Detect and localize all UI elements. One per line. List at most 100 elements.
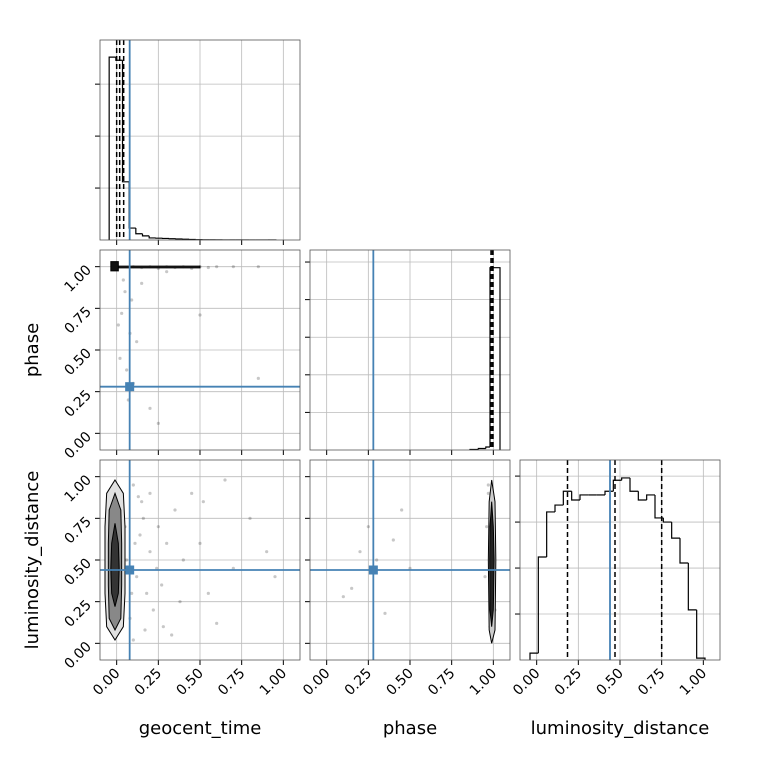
sample-point (135, 575, 139, 579)
sample-point (125, 558, 129, 562)
histogram-step (554, 504, 564, 512)
sample-point (133, 541, 137, 545)
sample-point (136, 495, 140, 499)
x-tick-label: 0.50 (383, 666, 416, 699)
sample-point (145, 591, 149, 595)
histogram-step (562, 490, 572, 506)
y-tick-label: 1.00 (61, 262, 94, 295)
x-axis-label: phase (383, 718, 437, 739)
sample-point (148, 406, 152, 410)
y-tick-label: 0.50 (61, 346, 94, 379)
sample-point (170, 633, 174, 637)
sample-point (148, 550, 152, 554)
sample-point (190, 491, 194, 495)
x-tick-label: 0.25 (132, 666, 165, 699)
panel (100, 40, 300, 240)
histogram-step (629, 477, 639, 492)
sample-point (165, 541, 169, 545)
sample-point (160, 583, 164, 587)
y-tick-label: 1.00 (61, 472, 94, 505)
y-tick-label: 0.00 (61, 639, 94, 672)
density-contour (110, 261, 119, 272)
sample-point (140, 500, 144, 504)
panel (310, 460, 510, 660)
histogram-step (571, 491, 580, 501)
sample-point (165, 270, 169, 274)
histogram-step (148, 235, 156, 239)
sample-point (231, 265, 235, 269)
sample-point (178, 600, 182, 604)
histogram-step (108, 56, 116, 240)
sample-point (366, 525, 370, 529)
histogram-step (671, 522, 680, 539)
sample-point (486, 491, 490, 495)
histogram-step (546, 511, 555, 558)
x-tick-label: 1.00 (257, 666, 290, 699)
sample-point (265, 550, 269, 554)
panel (100, 460, 300, 660)
sample-point (256, 376, 260, 380)
sample-point (400, 508, 404, 512)
sample-point (273, 575, 277, 579)
panel (520, 460, 720, 660)
panel-frame (99, 39, 301, 241)
histogram-step (489, 267, 501, 450)
density-contour (489, 501, 495, 627)
x-tick-label: 1.00 (467, 666, 500, 699)
panel (310, 250, 510, 450)
x-axis-label: luminosity_distance (531, 718, 710, 739)
density-contour (117, 265, 201, 269)
x-tick-label: 0.50 (173, 666, 206, 699)
sample-point (123, 290, 127, 294)
sample-point (131, 638, 135, 642)
histogram-step (485, 446, 490, 449)
sample-point (161, 625, 165, 629)
panel-frame (519, 459, 721, 661)
sample-point (206, 265, 210, 270)
sample-point (121, 278, 125, 282)
y-tick-label: 0.00 (61, 429, 94, 462)
histogram-step (477, 447, 486, 450)
sample-point (148, 491, 152, 495)
sample-point (118, 356, 122, 360)
histogram-step (621, 477, 630, 481)
sample-point (156, 421, 160, 425)
x-tick-label: 0.00 (510, 666, 543, 699)
sample-point (130, 298, 134, 302)
sample-point (120, 311, 124, 315)
density-contour (110, 523, 120, 607)
sample-point (140, 281, 144, 285)
x-tick-label: 0.00 (300, 666, 333, 699)
x-axis-label: geocent_time (139, 718, 262, 739)
histogram-step (696, 609, 706, 660)
y-tick-label: 0.75 (61, 304, 94, 337)
x-tick-label: 0.75 (425, 666, 458, 699)
sample-point (173, 508, 177, 512)
sample-point (215, 621, 219, 625)
sample-point (135, 340, 139, 344)
sample-point (383, 611, 387, 615)
histogram-step (121, 60, 130, 183)
sample-point (130, 591, 134, 595)
histogram-step (579, 494, 589, 500)
sample-point (358, 550, 362, 554)
y-tick-label: 0.50 (61, 556, 94, 589)
histogram-step (135, 228, 143, 235)
sample-point (151, 608, 155, 612)
sample-point (125, 368, 129, 372)
histogram-step (537, 556, 547, 654)
histogram-step (141, 233, 150, 237)
sample-point (206, 591, 210, 595)
sample-point (138, 533, 142, 537)
panel-frame (99, 459, 301, 661)
panel-frame (99, 249, 301, 451)
sample-point (341, 595, 345, 599)
histogram-step (646, 494, 655, 500)
y-axis-label: luminosity_distance (22, 471, 43, 650)
y-axis-label: phase (22, 323, 43, 377)
histogram-step (529, 652, 539, 660)
histogram-step (654, 494, 664, 519)
x-tick-label: 1.00 (677, 666, 710, 699)
sample-point (256, 265, 260, 269)
